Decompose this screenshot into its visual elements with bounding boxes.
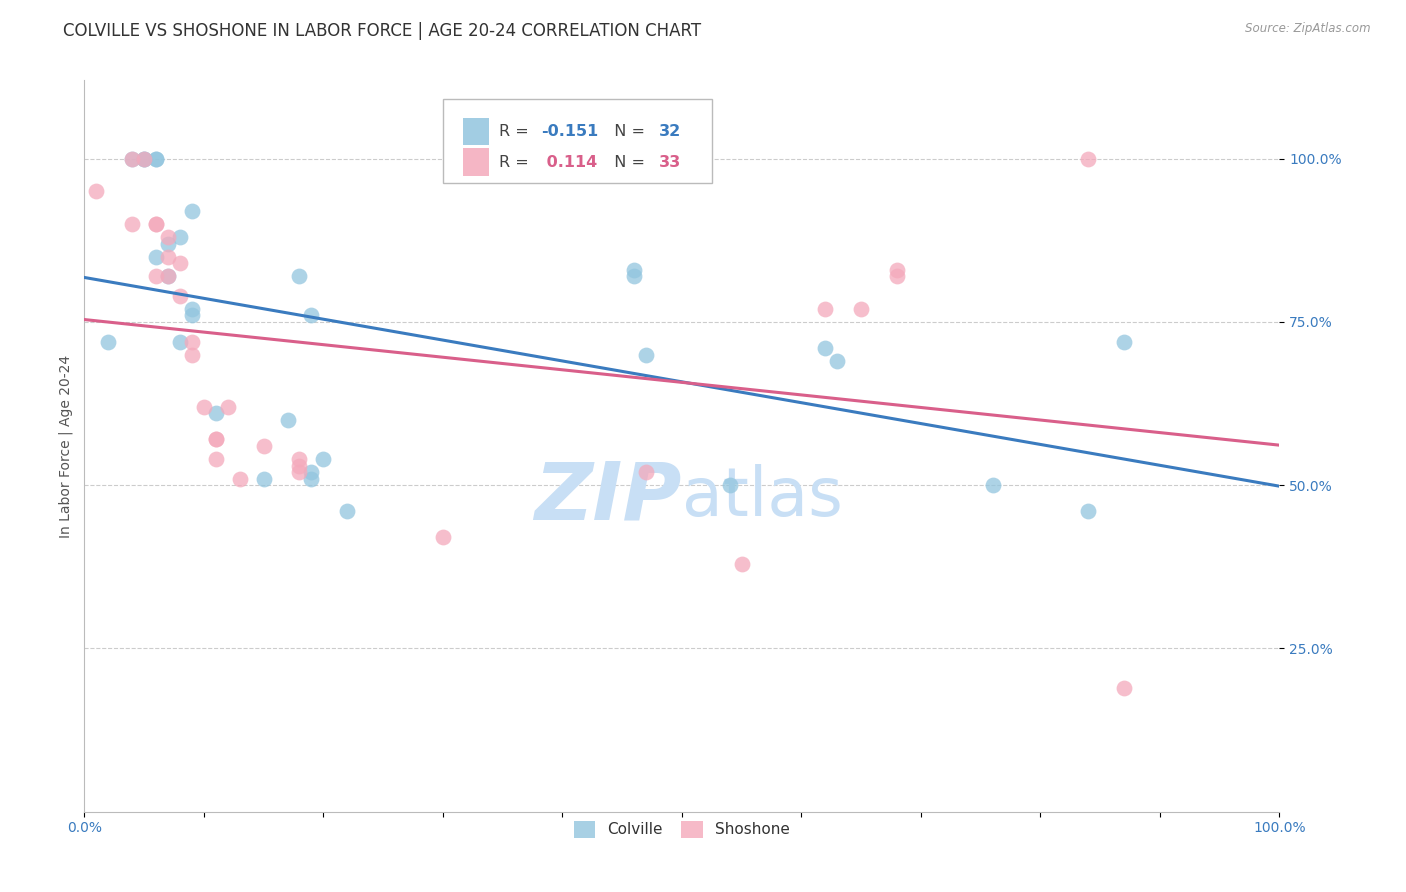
Point: [288, 465, 311, 479]
Text: COLVILLE VS SHOSHONE IN LABOR FORCE | AGE 20-24 CORRELATION CHART: COLVILLE VS SHOSHONE IN LABOR FORCE | AG…: [63, 22, 702, 40]
Point: [814, 341, 837, 355]
Point: [181, 301, 204, 316]
Point: [181, 309, 204, 323]
Point: [121, 152, 143, 166]
Point: [169, 230, 191, 244]
Point: [157, 269, 180, 284]
Point: [288, 269, 311, 284]
Point: [181, 203, 204, 218]
Text: 0.114: 0.114: [541, 154, 598, 169]
Point: [169, 334, 191, 349]
Point: [205, 452, 228, 467]
Point: [731, 557, 754, 571]
Point: [86, 184, 108, 198]
Point: [851, 301, 873, 316]
Point: [301, 465, 323, 479]
Point: [718, 478, 741, 492]
Text: atlas: atlas: [682, 464, 842, 530]
Point: [277, 413, 299, 427]
Point: [1114, 681, 1136, 695]
Text: ZIP: ZIP: [534, 458, 682, 536]
Point: [1077, 504, 1099, 518]
Point: [886, 269, 908, 284]
Text: R =: R =: [499, 154, 538, 169]
Point: [229, 472, 252, 486]
Y-axis label: In Labor Force | Age 20-24: In Labor Force | Age 20-24: [59, 354, 73, 538]
Point: [886, 262, 908, 277]
Point: [301, 472, 323, 486]
Text: R =: R =: [499, 124, 534, 139]
Point: [169, 256, 191, 270]
Text: 33: 33: [659, 154, 682, 169]
Point: [217, 400, 239, 414]
Point: [181, 348, 204, 362]
Point: [132, 152, 156, 166]
Point: [288, 452, 311, 467]
Text: -0.151: -0.151: [541, 124, 598, 139]
Point: [432, 530, 454, 544]
Point: [121, 152, 143, 166]
Point: [97, 334, 120, 349]
Point: [181, 334, 204, 349]
Point: [1077, 152, 1099, 166]
Point: [253, 472, 276, 486]
Point: [193, 400, 215, 414]
Point: [301, 309, 323, 323]
Point: [636, 348, 658, 362]
Text: N =: N =: [605, 154, 651, 169]
Point: [336, 504, 359, 518]
Point: [145, 217, 167, 231]
Point: [169, 289, 191, 303]
Point: [132, 152, 156, 166]
FancyBboxPatch shape: [443, 99, 711, 183]
FancyBboxPatch shape: [463, 148, 489, 176]
Point: [157, 230, 180, 244]
Text: N =: N =: [605, 124, 651, 139]
Point: [145, 250, 167, 264]
Point: [205, 406, 228, 420]
Point: [814, 301, 837, 316]
Text: Source: ZipAtlas.com: Source: ZipAtlas.com: [1246, 22, 1371, 36]
Point: [145, 217, 167, 231]
Point: [157, 269, 180, 284]
Point: [1114, 334, 1136, 349]
Legend: Colville, Shoshone: Colville, Shoshone: [568, 814, 796, 845]
Point: [157, 250, 180, 264]
Point: [636, 465, 658, 479]
Point: [145, 152, 167, 166]
Point: [253, 439, 276, 453]
Point: [623, 262, 645, 277]
Point: [121, 217, 143, 231]
Point: [205, 433, 228, 447]
Point: [623, 269, 645, 284]
Point: [145, 152, 167, 166]
Point: [205, 433, 228, 447]
Point: [827, 354, 849, 368]
FancyBboxPatch shape: [463, 118, 489, 145]
Point: [157, 236, 180, 251]
Point: [132, 152, 156, 166]
Point: [981, 478, 1004, 492]
Point: [312, 452, 335, 467]
Point: [288, 458, 311, 473]
Text: 32: 32: [659, 124, 682, 139]
Point: [145, 269, 167, 284]
